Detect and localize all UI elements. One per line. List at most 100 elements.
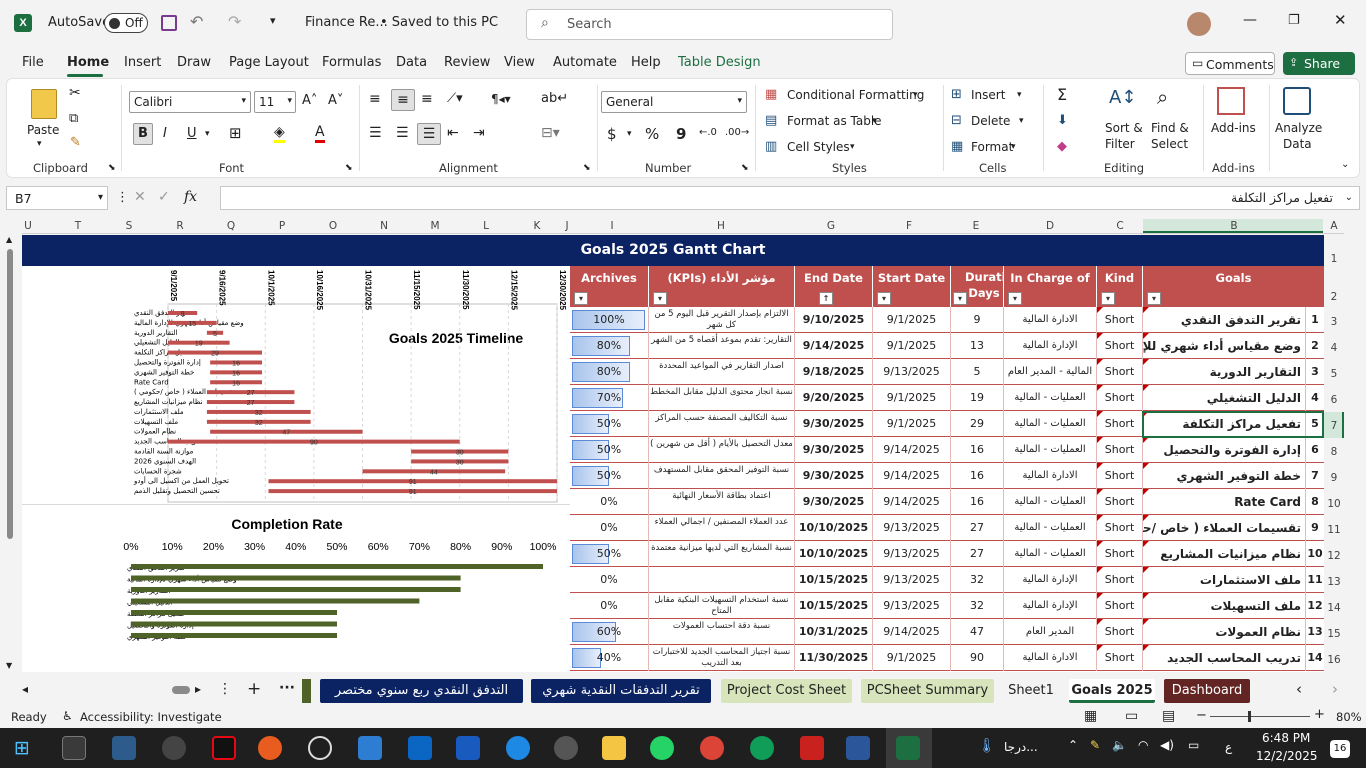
clock-date[interactable]: 12/2/2025 (1256, 749, 1318, 763)
cell-start[interactable]: 9/1/2025 (873, 645, 951, 671)
accessibility-status[interactable]: Accessibility: Investigate (80, 710, 222, 724)
tab-data[interactable]: Data (396, 55, 428, 70)
addins-icon[interactable] (1217, 87, 1245, 115)
column-header[interactable]: B (1230, 220, 1238, 232)
cell-goal[interactable]: التقارير الدورية (1143, 359, 1306, 385)
cell-dur[interactable]: 9 (951, 307, 1004, 333)
cell-kind[interactable]: Short (1097, 437, 1143, 463)
wrap-text-icon[interactable]: ab↵ (541, 91, 569, 106)
fill-color-icon[interactable]: ◈ (274, 124, 285, 143)
sheet-tab[interactable]: Dashboard (1164, 679, 1250, 703)
copy-icon[interactable]: ⧉ (69, 111, 79, 126)
cell-index[interactable]: 2 (1311, 339, 1319, 352)
cell-start[interactable]: 9/14/2025 (873, 619, 951, 645)
battery-icon[interactable]: ▭ (1188, 738, 1200, 752)
cell-archives[interactable]: 100% (570, 307, 649, 333)
paste-dropdown-icon[interactable]: ▾ (37, 139, 42, 149)
speaker-volume-icon[interactable]: ◀) (1160, 738, 1174, 752)
cell-index[interactable]: 10 (1307, 547, 1323, 560)
cell-start[interactable]: 9/1/2025 (873, 385, 951, 411)
cancel-icon[interactable]: ✕ (134, 189, 146, 205)
cell-kind[interactable]: Short (1097, 593, 1143, 619)
column-header[interactable]: P (278, 220, 286, 232)
speaker-icon[interactable]: 🔈 (1112, 738, 1127, 752)
cell-incharge[interactable]: الإدارة المالية (1004, 593, 1097, 619)
cell-start[interactable]: 9/13/2025 (873, 567, 951, 593)
tab-help[interactable]: Help (631, 55, 661, 70)
customize-qat-icon[interactable]: ▾ (270, 14, 276, 27)
cell-kind[interactable]: Short (1097, 619, 1143, 645)
cell-dur[interactable]: 16 (951, 489, 1004, 515)
font-launcher-icon[interactable]: ⬊ (345, 163, 353, 173)
cell-start[interactable]: 9/1/2025 (873, 307, 951, 333)
camera-icon[interactable] (112, 736, 136, 760)
bold-button[interactable]: B (133, 123, 153, 145)
cell-start[interactable]: 9/13/2025 (873, 359, 951, 385)
cell-archives[interactable]: 50% (570, 411, 649, 437)
cell-dur[interactable]: 90 (951, 645, 1004, 671)
cell-kind[interactable]: Short (1097, 385, 1143, 411)
cell-incharge[interactable]: الادارة المالية (1004, 645, 1097, 671)
expand-formula-icon[interactable]: ⌄ (1344, 192, 1353, 203)
font-name-select[interactable]: Calibri ▾ (129, 91, 251, 113)
tray-notes-icon[interactable]: ✎ (1090, 738, 1101, 752)
cell-archives[interactable]: 0% (570, 593, 649, 619)
column-header[interactable]: C (1116, 220, 1124, 232)
analyze-data-button-line2[interactable]: Data (1283, 137, 1312, 151)
insert-cells-button[interactable]: Insert (971, 88, 1006, 102)
column-header[interactable]: N (380, 220, 388, 232)
cell-goal[interactable]: ملف التسهيلات (1143, 593, 1306, 619)
tab-scroll-left-icon[interactable]: ‹ (1296, 680, 1302, 698)
column-header[interactable]: R (176, 220, 184, 232)
cell-goal[interactable]: تقرير التدفق النقدي (1143, 307, 1306, 333)
merge-center-icon[interactable]: ⊟▾ (541, 125, 560, 141)
tab-automate[interactable]: Automate (553, 55, 617, 70)
cell-styles-icon[interactable]: ▥ (765, 139, 778, 154)
zoom-out-icon[interactable]: − (1196, 708, 1207, 723)
find-select-icon[interactable]: ⌕ (1157, 85, 1169, 109)
cell-end[interactable]: 9/18/2025 (795, 359, 873, 385)
accessibility-icon[interactable]: ♿ (62, 709, 73, 723)
add-sheet-icon[interactable]: + (247, 679, 262, 699)
format-painter-icon[interactable]: ✎ (70, 135, 81, 150)
recorder-icon[interactable] (258, 736, 282, 760)
cell-index[interactable]: 11 (1307, 573, 1323, 586)
cell-incharge[interactable]: الإدارة المالية (1004, 333, 1097, 359)
column-header[interactable]: S (125, 220, 133, 232)
scroll-up-icon[interactable]: ▲ (6, 235, 13, 244)
worksheet-grid[interactable]: Goals 2025 Gantt Chart Goals 2025 Timeli… (22, 235, 1324, 672)
tab-view[interactable]: View (504, 55, 535, 70)
cell-kind[interactable]: Short (1097, 645, 1143, 671)
excel-icon[interactable] (896, 736, 920, 760)
tab-table-design[interactable]: Table Design (678, 55, 761, 70)
cell-goal[interactable]: الدليل التشغيلي (1143, 385, 1306, 411)
column-header[interactable]: K (533, 220, 541, 232)
cell-archives[interactable]: 50% (570, 463, 649, 489)
sheet-tab-active[interactable]: Goals 2025 (1069, 679, 1155, 703)
cell-kind[interactable]: Short (1097, 567, 1143, 593)
file-title[interactable]: Finance Re... (305, 15, 388, 30)
sort-ascending-icon[interactable]: ↑ (819, 292, 833, 305)
more-options-icon[interactable]: ⋮ (218, 681, 232, 697)
page-break-view-icon[interactable]: ▤ (1162, 708, 1176, 724)
row-header[interactable]: 12 (1327, 550, 1341, 562)
row-header[interactable]: 1 (1330, 253, 1338, 265)
cell-index[interactable]: 12 (1307, 599, 1323, 612)
scroll-thumb[interactable] (7, 249, 13, 539)
cell-kpi[interactable]: نسبة اجتياز المحاسب الجديد للاختبارات بع… (649, 645, 795, 671)
tab-draw[interactable]: Draw (177, 55, 211, 70)
column-header[interactable]: I (610, 220, 614, 232)
cell-kpi[interactable]: نسبة دقة احتساب العمولات (649, 619, 795, 645)
column-header[interactable]: O (328, 220, 338, 232)
cell-dur[interactable]: 13 (951, 333, 1004, 359)
cell-kpi[interactable]: اعتماد بطاقة الأسعار النهائية (649, 489, 795, 515)
font-size-select[interactable]: 11 ▾ (254, 91, 296, 113)
more-icon[interactable]: ⋮ (116, 190, 129, 205)
tab-formulas[interactable]: Formulas (322, 55, 382, 70)
filter-icon[interactable]: ▾ (1008, 292, 1022, 305)
column-header[interactable]: U (24, 220, 32, 232)
sheet-tab[interactable]: Project Cost Sheet (721, 679, 852, 703)
collapse-ribbon-icon[interactable]: ⌄ (1341, 159, 1350, 170)
zoom-level[interactable]: 80% (1336, 710, 1362, 724)
cell-kpi[interactable]: نسبة استخدام التسهيلات البنكية مقابل الم… (649, 593, 795, 619)
